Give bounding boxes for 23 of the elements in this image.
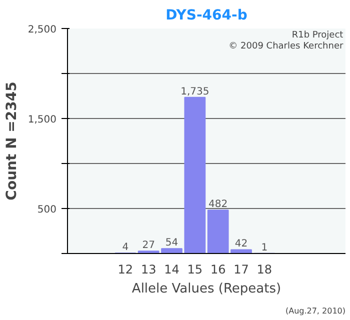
x-tick-label: 14 (164, 262, 180, 276)
chart-title: DYS-464-b (166, 8, 248, 24)
x-tick-label: 12 (118, 262, 134, 276)
data-label: 27 (142, 240, 155, 252)
y-tick-label: 2,500 (28, 24, 57, 36)
y-tick-label: 500 (37, 204, 57, 216)
data-label: 1 (261, 242, 268, 254)
x-tick-label: 16 (210, 262, 226, 276)
data-label: 1,735 (180, 86, 210, 98)
x-tick-label: 15 (187, 262, 203, 276)
text: (Aug.27, 2010) (285, 306, 346, 316)
annotation: R1b Project (292, 30, 344, 40)
x-tick-label: 13 (140, 262, 156, 276)
data-label: 4 (122, 242, 129, 254)
x-tick-label: 17 (234, 262, 249, 276)
y-axis-title: Count N =2345 (4, 82, 20, 200)
x-axis-title: Allele Values (Repeats) (132, 282, 282, 296)
data-label: 482 (208, 199, 228, 210)
x-tick-label: 18 (256, 262, 272, 276)
data-label: 54 (165, 238, 178, 249)
data-label: 42 (234, 238, 248, 250)
annotation: © 2009 Charles Kerchner (228, 42, 344, 52)
y-tick-label: 1,500 (28, 114, 57, 126)
